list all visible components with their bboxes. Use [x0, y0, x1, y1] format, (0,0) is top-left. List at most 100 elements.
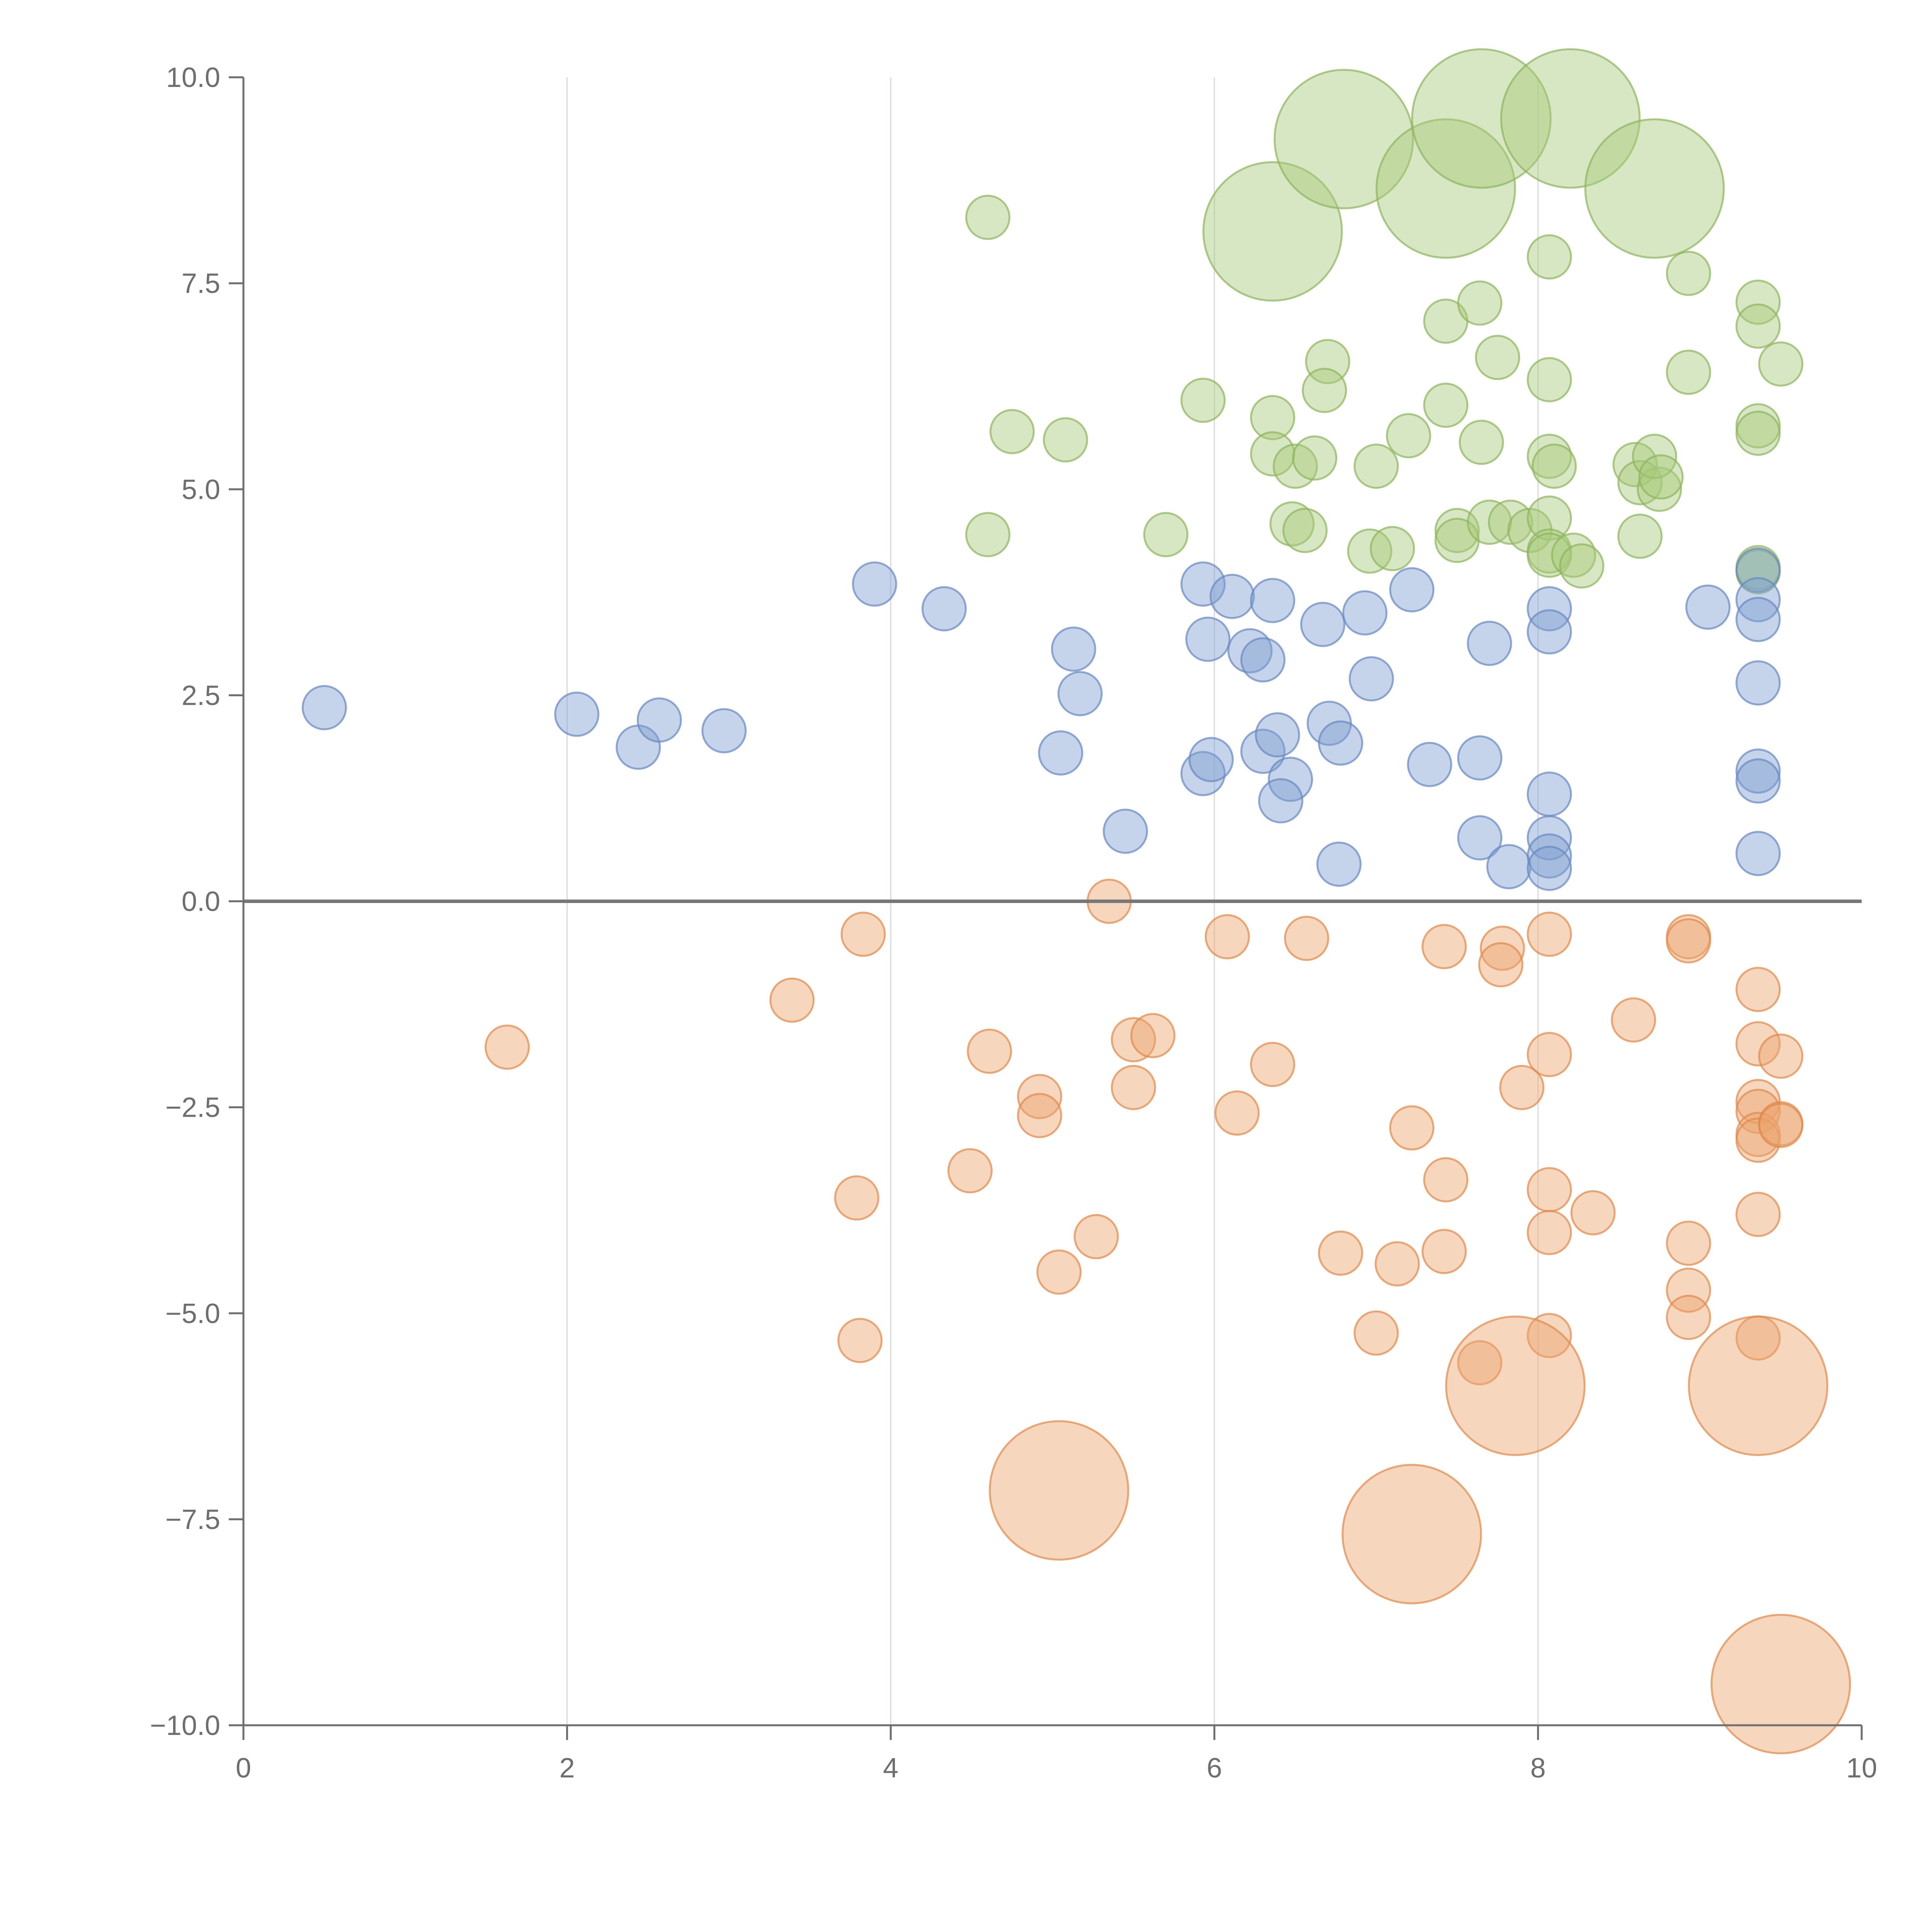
points-layer — [301, 48, 1851, 1755]
point-orange-23 — [1421, 924, 1467, 969]
point-blue-22 — [1258, 778, 1304, 823]
y-tick-label: −7.5 — [165, 1504, 220, 1535]
point-green-57 — [1584, 118, 1725, 259]
point-green-5 — [1180, 378, 1226, 423]
point-green-41 — [1638, 454, 1684, 500]
point-green-2 — [965, 512, 1010, 558]
point-green-1 — [989, 409, 1035, 454]
point-orange-2 — [840, 912, 886, 957]
point-green-9 — [1292, 435, 1337, 481]
point-orange-50 — [1758, 1033, 1804, 1079]
point-orange-18 — [1284, 915, 1330, 961]
point-orange-7 — [1017, 1074, 1062, 1119]
point-green-3 — [1043, 417, 1088, 463]
point-green-21 — [1459, 420, 1504, 465]
point-orange-54 — [1342, 1464, 1482, 1604]
point-blue-46 — [1735, 748, 1781, 794]
point-blue-13 — [1180, 751, 1226, 796]
point-orange-17 — [1250, 1042, 1296, 1087]
point-orange-8 — [1017, 1093, 1062, 1138]
point-orange-16 — [1214, 1090, 1260, 1136]
point-blue-8 — [1051, 626, 1096, 672]
x-tick-label: 10 — [1846, 1753, 1877, 1784]
point-blue-1 — [554, 691, 600, 737]
point-orange-24 — [1423, 1157, 1469, 1202]
point-green-42 — [1617, 514, 1663, 559]
point-blue-10 — [1102, 808, 1148, 854]
point-green-52 — [1202, 161, 1343, 302]
point-blue-32 — [1457, 815, 1503, 861]
point-blue-26 — [1316, 842, 1362, 887]
point-blue-15 — [1209, 573, 1255, 619]
point-blue-19 — [1250, 578, 1296, 623]
point-orange-32 — [1527, 1167, 1572, 1213]
point-blue-48 — [1735, 831, 1781, 876]
point-blue-39 — [1527, 833, 1572, 879]
point-orange-19 — [1318, 1230, 1363, 1276]
point-blue-44 — [1735, 597, 1781, 642]
point-blue-40 — [1527, 845, 1572, 891]
x-tick-label: 6 — [1207, 1753, 1222, 1784]
point-orange-41 — [1666, 1294, 1711, 1340]
point-orange-48 — [1735, 1192, 1781, 1237]
point-green-14 — [1354, 444, 1399, 489]
point-orange-21 — [1374, 1241, 1420, 1287]
y-tick-label: −10.0 — [150, 1710, 220, 1741]
x-tick-label: 8 — [1530, 1753, 1546, 1784]
point-orange-26 — [1457, 1340, 1503, 1386]
point-orange-15 — [1204, 914, 1250, 959]
point-orange-12 — [1111, 1017, 1156, 1063]
point-orange-29 — [1499, 1065, 1545, 1110]
point-blue-47 — [1735, 758, 1781, 804]
point-orange-14 — [1130, 1013, 1176, 1058]
y-tick-label: −2.5 — [165, 1092, 220, 1123]
point-orange-13 — [1111, 1065, 1156, 1110]
x-tick-label: 4 — [883, 1753, 898, 1784]
point-blue-35 — [1527, 586, 1572, 631]
point-orange-36 — [1611, 997, 1656, 1043]
point-green-4 — [1143, 512, 1189, 558]
y-tick-label: 7.5 — [182, 268, 220, 299]
point-green-16 — [1369, 526, 1415, 571]
point-green-22 — [1475, 335, 1520, 380]
point-green-54 — [1375, 118, 1516, 259]
point-orange-33 — [1527, 1210, 1572, 1255]
point-blue-12 — [1185, 616, 1231, 662]
point-orange-39 — [1666, 1220, 1711, 1266]
point-orange-31 — [1527, 1032, 1572, 1077]
axis-layer: 0 2 4 6 8 10 −10.0 −7.5 −5.0 −2.5 0.0 2.5 5.0 7.5 10.0 — [150, 62, 1877, 1784]
x-tick-label: 2 — [560, 1753, 575, 1784]
point-blue-28 — [1349, 656, 1394, 702]
point-blue-43 — [1735, 577, 1781, 622]
y-tick-label: 10.0 — [166, 62, 220, 93]
point-orange-52 — [1758, 1103, 1804, 1148]
point-green-43 — [1666, 251, 1711, 296]
point-blue-21 — [1268, 757, 1313, 802]
point-blue-0 — [301, 685, 347, 730]
point-blue-11 — [1180, 561, 1226, 607]
point-orange-38 — [1666, 918, 1711, 964]
point-orange-56 — [1688, 1315, 1828, 1456]
point-green-20 — [1457, 280, 1503, 326]
point-orange-47 — [1735, 1117, 1781, 1163]
point-blue-6 — [921, 586, 967, 631]
point-green-51 — [1758, 341, 1804, 387]
point-orange-53 — [989, 1420, 1129, 1561]
point-orange-40 — [1666, 1267, 1711, 1313]
point-green-13 — [1302, 367, 1347, 413]
point-green-31 — [1531, 444, 1577, 489]
point-orange-57 — [1710, 1614, 1851, 1755]
point-blue-16 — [1227, 628, 1273, 673]
point-green-15 — [1347, 528, 1393, 574]
point-blue-33 — [1467, 621, 1512, 666]
point-green-55 — [1411, 48, 1552, 189]
point-green-12 — [1305, 339, 1350, 384]
point-green-48 — [1735, 410, 1781, 456]
y-tick-label: 2.5 — [182, 680, 220, 711]
point-orange-35 — [1570, 1190, 1616, 1236]
point-green-56 — [1500, 48, 1641, 189]
point-blue-31 — [1457, 735, 1503, 781]
point-blue-34 — [1486, 844, 1532, 889]
point-green-32 — [1527, 495, 1572, 541]
